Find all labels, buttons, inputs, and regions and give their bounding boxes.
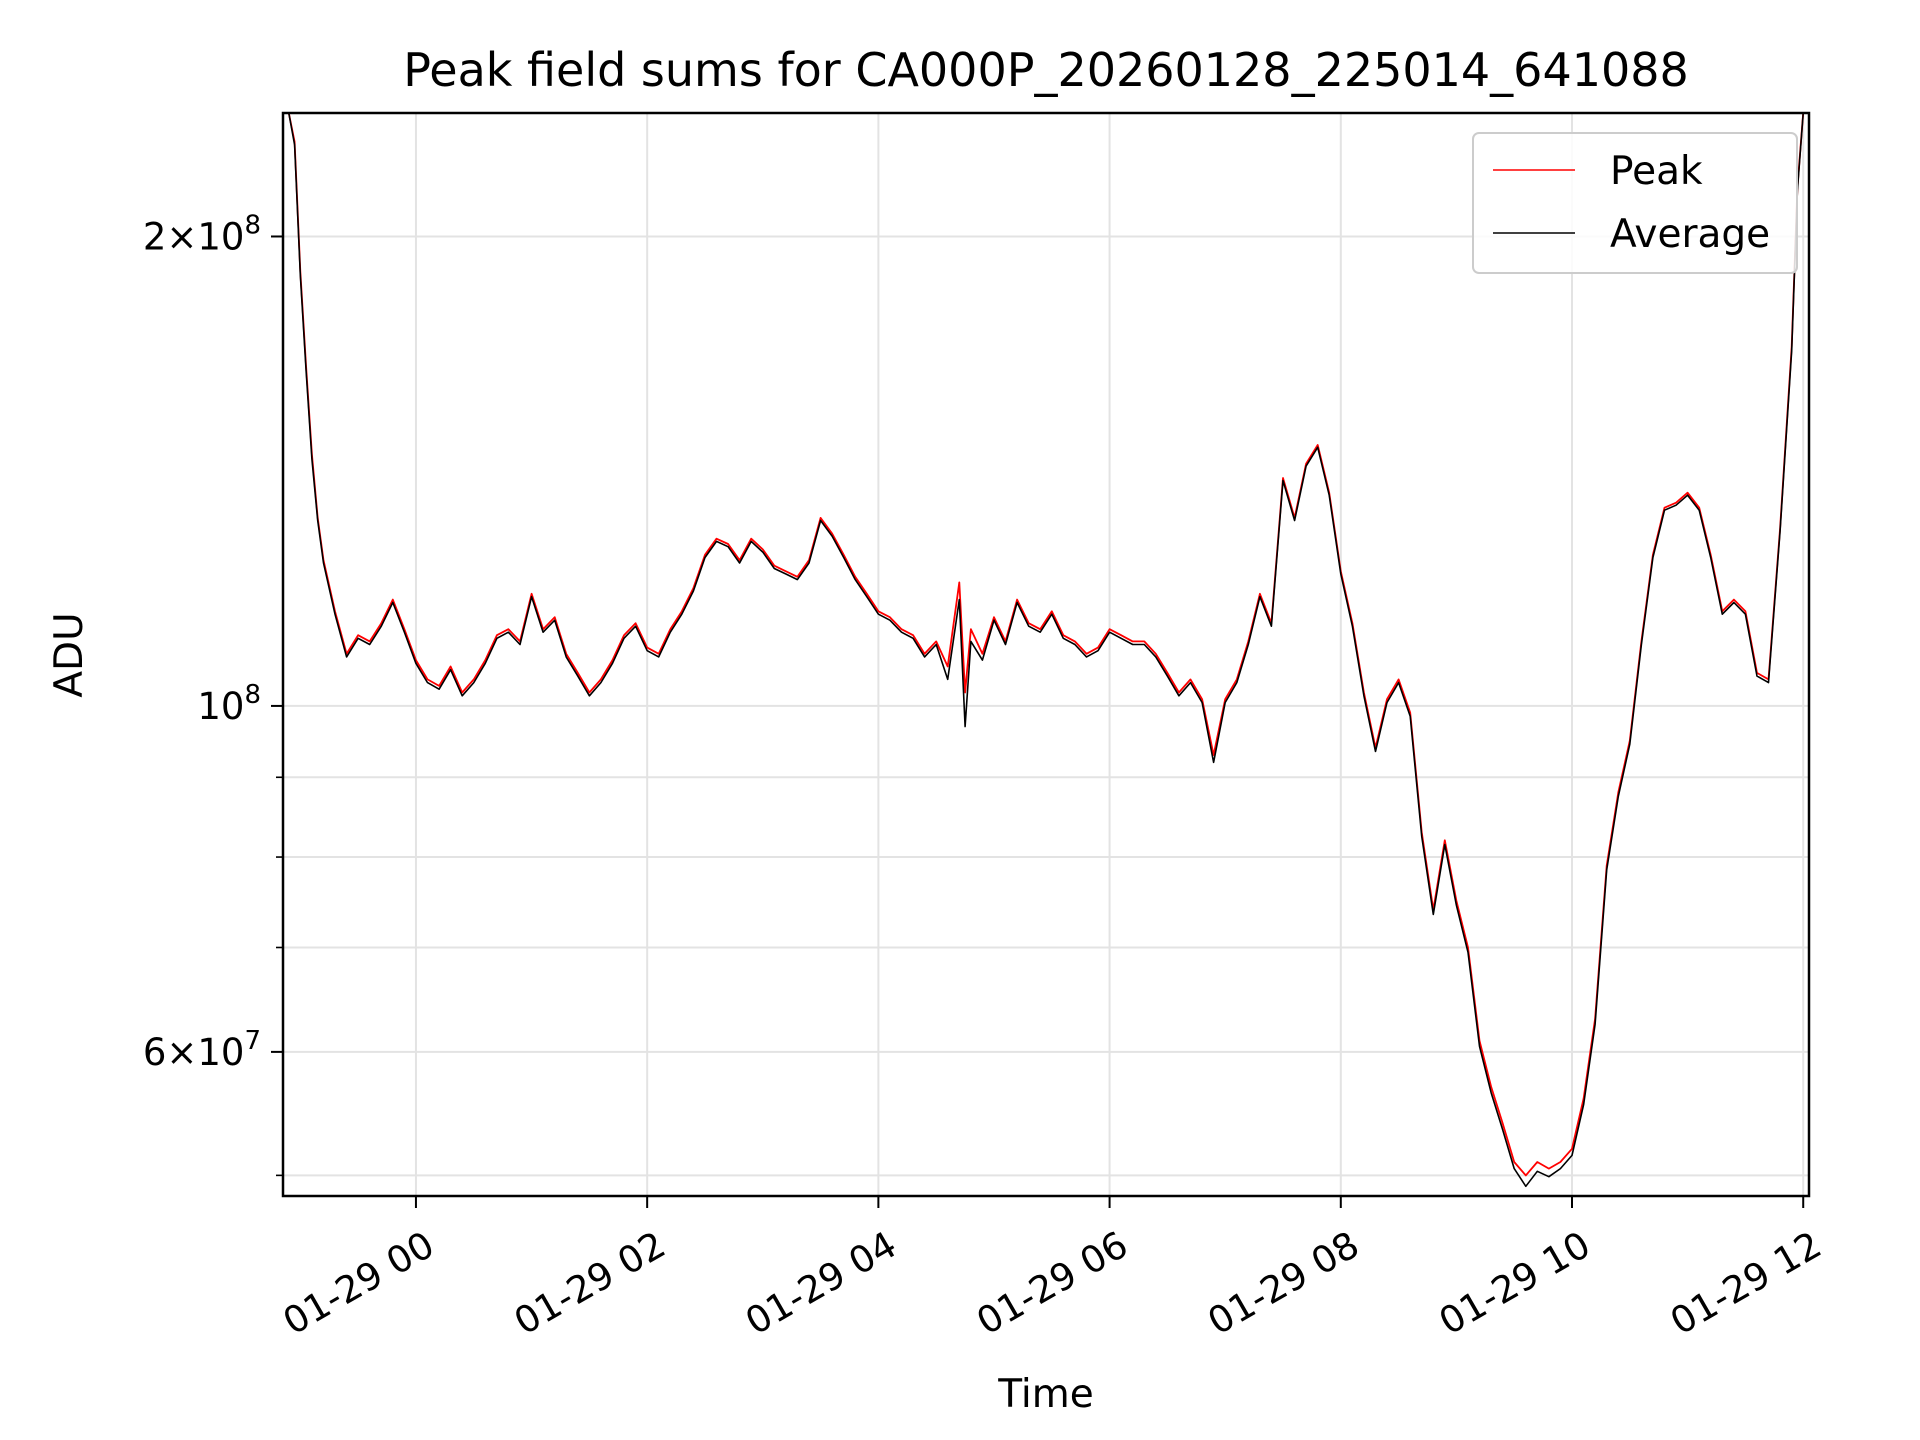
y-tick-label: 2×108 <box>143 210 261 258</box>
grid <box>283 113 1809 1196</box>
y-tick-label: 6×107 <box>143 1026 261 1074</box>
legend-frame <box>1472 132 1798 274</box>
y-axis: 2×108 108 6×107 <box>143 210 283 1177</box>
legend: Peak Average <box>1472 132 1798 274</box>
series-line-average <box>288 113 1804 1188</box>
legend-label-average: Average <box>1610 212 1770 257</box>
legend-label-peak: Peak <box>1610 149 1703 194</box>
x-axis-label: Time <box>997 1372 1093 1417</box>
series-line-peak <box>287 113 1805 1177</box>
plot-frame <box>281 111 1811 1198</box>
y-axis-label: ADU <box>47 612 92 697</box>
series-lines <box>287 113 1805 1188</box>
y-tick-label: 108 <box>197 680 261 728</box>
chart-title: Peak field sums for CA000P_20260128_2250… <box>403 43 1689 97</box>
